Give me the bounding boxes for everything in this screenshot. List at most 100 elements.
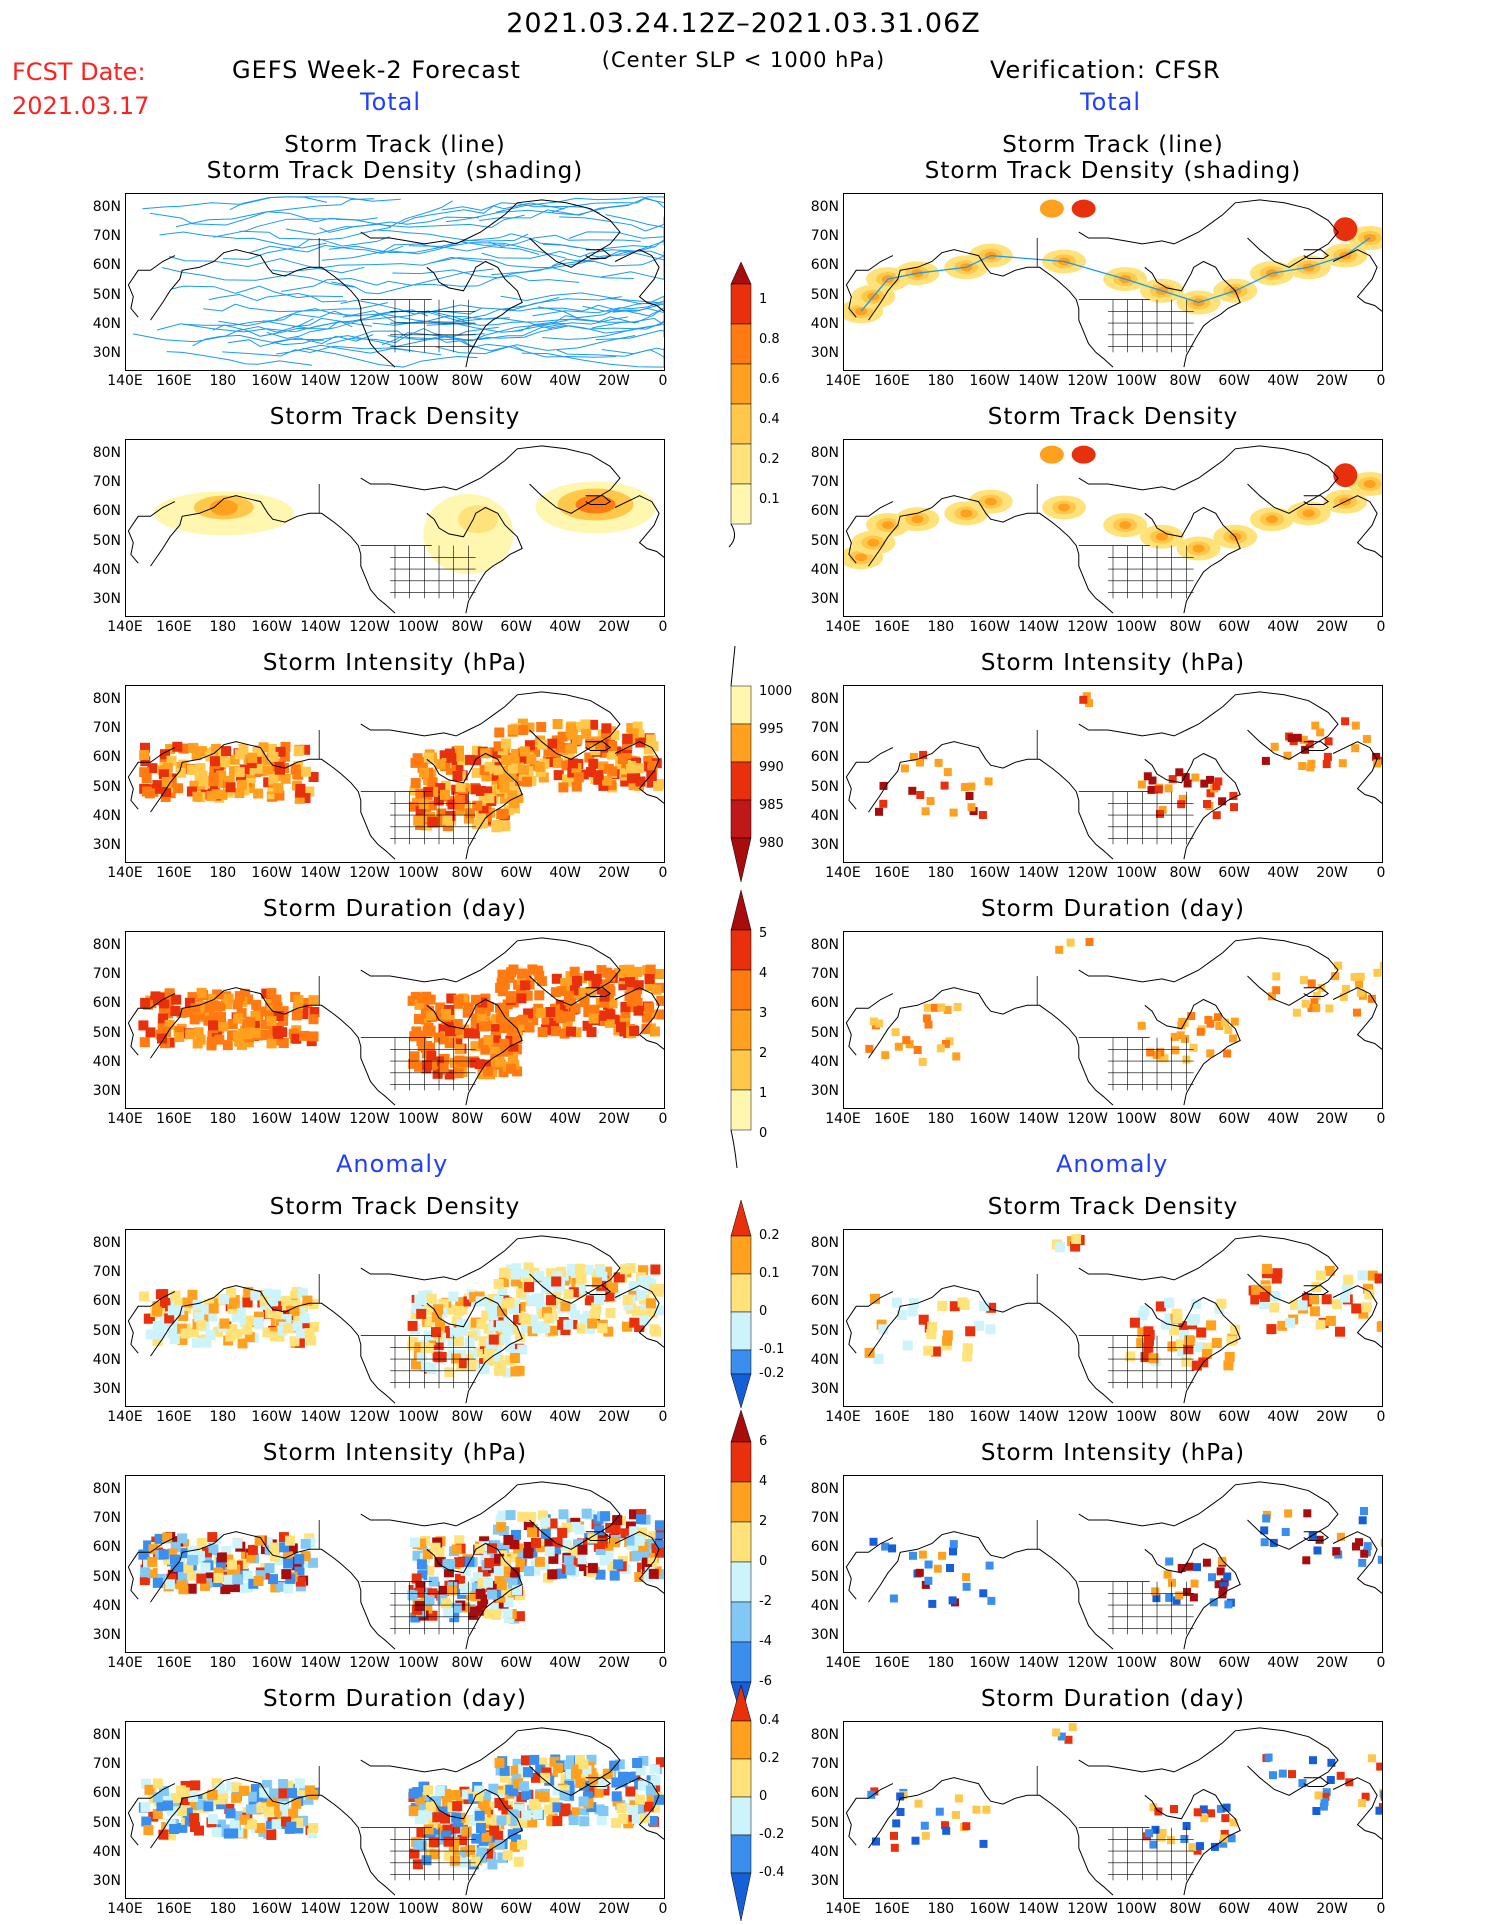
- lon-label: 140W: [300, 1409, 341, 1425]
- lon-label: 160W: [969, 619, 1010, 635]
- lon-label: 100W: [1116, 1111, 1157, 1127]
- lat-label: 40N: [810, 1598, 839, 1614]
- lon-label: 140E: [825, 373, 861, 389]
- lon-label: 0: [658, 1111, 668, 1127]
- lat-label: 30N: [92, 591, 121, 608]
- lat-label: 70N: [92, 1756, 121, 1772]
- map-panel-cfsr-intensity-anom: [843, 1475, 1383, 1653]
- lat-label: 40N: [810, 1352, 839, 1368]
- lon-label: 40W: [549, 1111, 581, 1127]
- title-intensity-left: Storm Intensity (hPa): [262, 650, 528, 676]
- lat-label: 80N: [92, 444, 121, 461]
- lon-label: 160W: [251, 619, 292, 635]
- lon-label: 40W: [549, 865, 581, 881]
- cb-duranom-02: 0.2: [759, 1751, 780, 1766]
- section-total-right: Total: [1080, 88, 1142, 116]
- lon-label: 160W: [251, 373, 292, 389]
- lon-label: 80W: [1169, 619, 1202, 635]
- lon-label: 140W: [300, 619, 341, 635]
- lat-label: 40N: [810, 316, 839, 332]
- lon-label: 0: [1376, 1901, 1386, 1917]
- lon-label: 180: [209, 1655, 237, 1671]
- cb-ianom-m4: -4: [759, 1634, 772, 1649]
- cb-density-02: 0.2: [759, 452, 780, 467]
- map-panel-cfsr-intensity-total: [843, 685, 1383, 863]
- lon-label: 140E: [825, 1111, 861, 1127]
- map-panel-gefs-track-total: [125, 193, 665, 371]
- lon-label: 0: [658, 1655, 668, 1671]
- lon-label: 60W: [1218, 865, 1251, 881]
- lat-label: 80N: [92, 1480, 121, 1497]
- lon-label: 180: [209, 373, 237, 389]
- cb-dur-2: 2: [759, 1046, 768, 1061]
- lon-label: 140W: [1018, 1655, 1059, 1671]
- lat-label: 30N: [92, 1873, 121, 1890]
- lat-label: 50N: [810, 1568, 839, 1585]
- cb-int-1000: 1000: [759, 684, 793, 699]
- lat-label: 80N: [92, 1234, 121, 1251]
- lat-label: 50N: [810, 1322, 839, 1339]
- lon-label: 100W: [398, 619, 439, 635]
- lon-label: 80W: [1169, 1901, 1202, 1917]
- lon-label: 140W: [300, 865, 341, 881]
- lon-label: 0: [1376, 865, 1386, 881]
- title-track-line-left: Storm Track (line): [284, 132, 506, 158]
- lon-label: 80W: [1169, 1655, 1202, 1671]
- lon-label: 160E: [874, 1655, 910, 1671]
- map-svg-cfsr-duration-total: [845, 937, 1382, 1106]
- colorbar-duration-anom: 0.4 0.2 0 -0.2 -0.4: [725, 1685, 805, 1925]
- map-panel-gefs-duration-total: [125, 931, 665, 1109]
- lat-label: 70N: [810, 228, 839, 244]
- lon-label: 120W: [1067, 1655, 1108, 1671]
- cb-density-08: 0.8: [759, 332, 780, 347]
- section-anomaly-left: Anomaly: [336, 1150, 449, 1178]
- lon-label: 160E: [156, 373, 192, 389]
- cb-duranom-04: 0.4: [759, 1713, 780, 1728]
- lat-label: 40N: [92, 1054, 121, 1070]
- map-panel-cfsr-track-total: [843, 193, 1383, 371]
- lon-label: 60W: [1218, 1901, 1251, 1917]
- lat-label: 30N: [92, 837, 121, 854]
- lat-label: 30N: [810, 1873, 839, 1890]
- lon-label: 180: [209, 1901, 237, 1917]
- lon-label: 20W: [1316, 619, 1348, 635]
- lat-label: 70N: [810, 474, 839, 490]
- lon-label: 0: [658, 373, 668, 389]
- section-total-left: Total: [360, 88, 422, 116]
- lat-label: 80N: [810, 1234, 839, 1251]
- lat-label: 80N: [810, 1480, 839, 1497]
- lon-label: 40W: [1267, 865, 1299, 881]
- lon-label: 0: [658, 865, 668, 881]
- lat-label: 30N: [810, 1381, 839, 1398]
- lon-label: 40W: [549, 373, 581, 389]
- lat-label: 30N: [92, 345, 121, 362]
- lon-label: 140W: [1018, 1901, 1059, 1917]
- lon-label: 120W: [349, 865, 390, 881]
- lon-label: 20W: [598, 619, 630, 635]
- lon-label: 180: [927, 1901, 955, 1917]
- lon-label: 180: [927, 1409, 955, 1425]
- cb-ianom-2: 2: [759, 1514, 768, 1529]
- lat-label: 60N: [92, 257, 121, 274]
- lat-label: 40N: [92, 1598, 121, 1614]
- lon-label: 140W: [1018, 619, 1059, 635]
- lat-label: 60N: [92, 1539, 121, 1556]
- cb-ianom-m2: -2: [759, 1594, 772, 1609]
- lon-label: 160W: [969, 1409, 1010, 1425]
- lon-label: 180: [927, 1111, 955, 1127]
- lat-label: 30N: [92, 1627, 121, 1644]
- lat-label: 30N: [810, 1083, 839, 1100]
- lat-label: 60N: [810, 257, 839, 274]
- lat-label: 80N: [810, 1726, 839, 1743]
- lat-label: 80N: [810, 936, 839, 953]
- lat-label: 60N: [810, 1539, 839, 1556]
- map-panel-gefs-intensity-total: [125, 685, 665, 863]
- lat-label: 70N: [92, 228, 121, 244]
- lon-label: 140E: [825, 1409, 861, 1425]
- verification-title: Verification: CFSR: [990, 56, 1221, 84]
- lon-label: 20W: [598, 1111, 630, 1127]
- lon-label: 100W: [1116, 1409, 1157, 1425]
- lon-label: 100W: [398, 1111, 439, 1127]
- lon-label: 100W: [1116, 619, 1157, 635]
- lat-label: 70N: [92, 1264, 121, 1280]
